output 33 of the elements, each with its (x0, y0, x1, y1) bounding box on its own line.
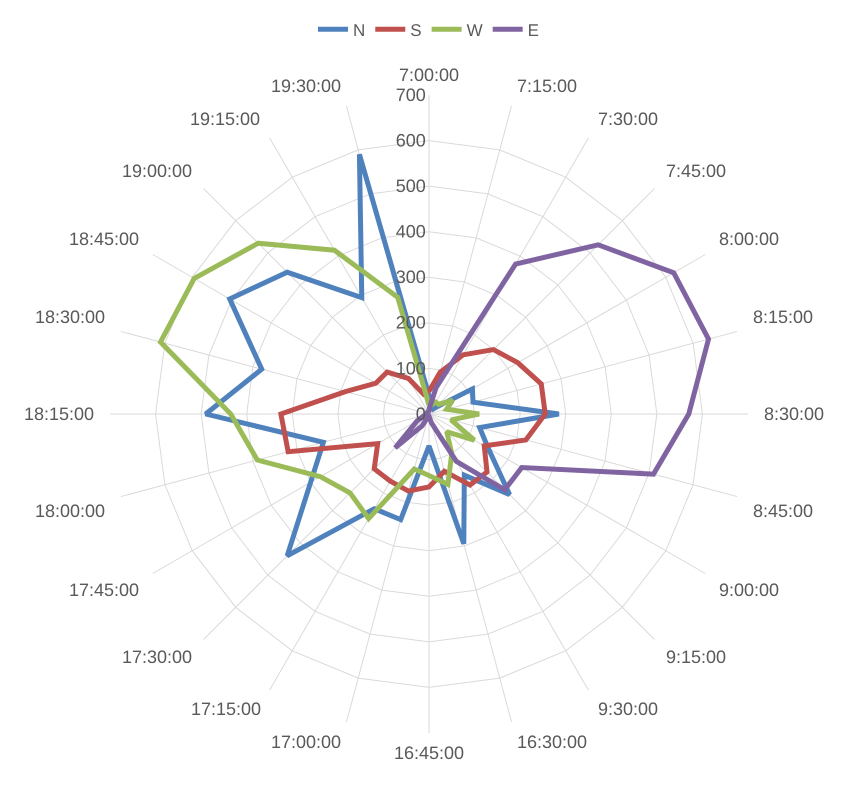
legend-label: S (410, 20, 422, 40)
y-tick-label: 700 (396, 84, 426, 105)
spoke-label: 7:15:00 (517, 76, 578, 96)
spoke-label: 7:30:00 (598, 109, 658, 129)
spoke-label: 16:45:00 (394, 743, 464, 763)
y-tick-label: 600 (396, 130, 426, 150)
spoke-label: 18:30:00 (35, 307, 106, 327)
spoke-label: 17:00:00 (271, 732, 342, 752)
legend-label: W (466, 20, 483, 40)
spoke-label: 8:00:00 (719, 229, 780, 249)
spoke-label: 16:30:00 (517, 732, 588, 752)
y-tick-label: 400 (396, 222, 426, 242)
spoke-label: 8:45:00 (753, 501, 814, 521)
spoke-label: 17:15:00 (191, 699, 262, 719)
spoke-label: 9:00:00 (719, 580, 780, 600)
spoke-label: 18:00:00 (35, 501, 106, 521)
y-tick-label: 300 (396, 267, 426, 288)
spoke-label: 7:45:00 (666, 161, 726, 181)
spoke-label: 18:15:00 (24, 404, 94, 424)
spoke-label: 19:30:00 (271, 76, 342, 96)
spoke-label: 9:15:00 (666, 647, 726, 667)
spoke-label: 17:30:00 (122, 647, 192, 667)
spoke-label: 8:15:00 (753, 307, 814, 327)
spoke-label: 19:15:00 (190, 109, 260, 129)
legend-label: N (353, 20, 366, 40)
spoke-label: 18:45:00 (69, 229, 140, 249)
spoke-label: 17:45:00 (69, 580, 140, 600)
spoke-label: 19:00:00 (122, 161, 192, 181)
spoke-label: 8:30:00 (764, 404, 824, 424)
spoke-label: 9:30:00 (598, 699, 658, 719)
legend-label: E (528, 20, 540, 40)
y-tick-label: 500 (396, 176, 426, 196)
spoke-label: 7:00:00 (399, 65, 460, 85)
